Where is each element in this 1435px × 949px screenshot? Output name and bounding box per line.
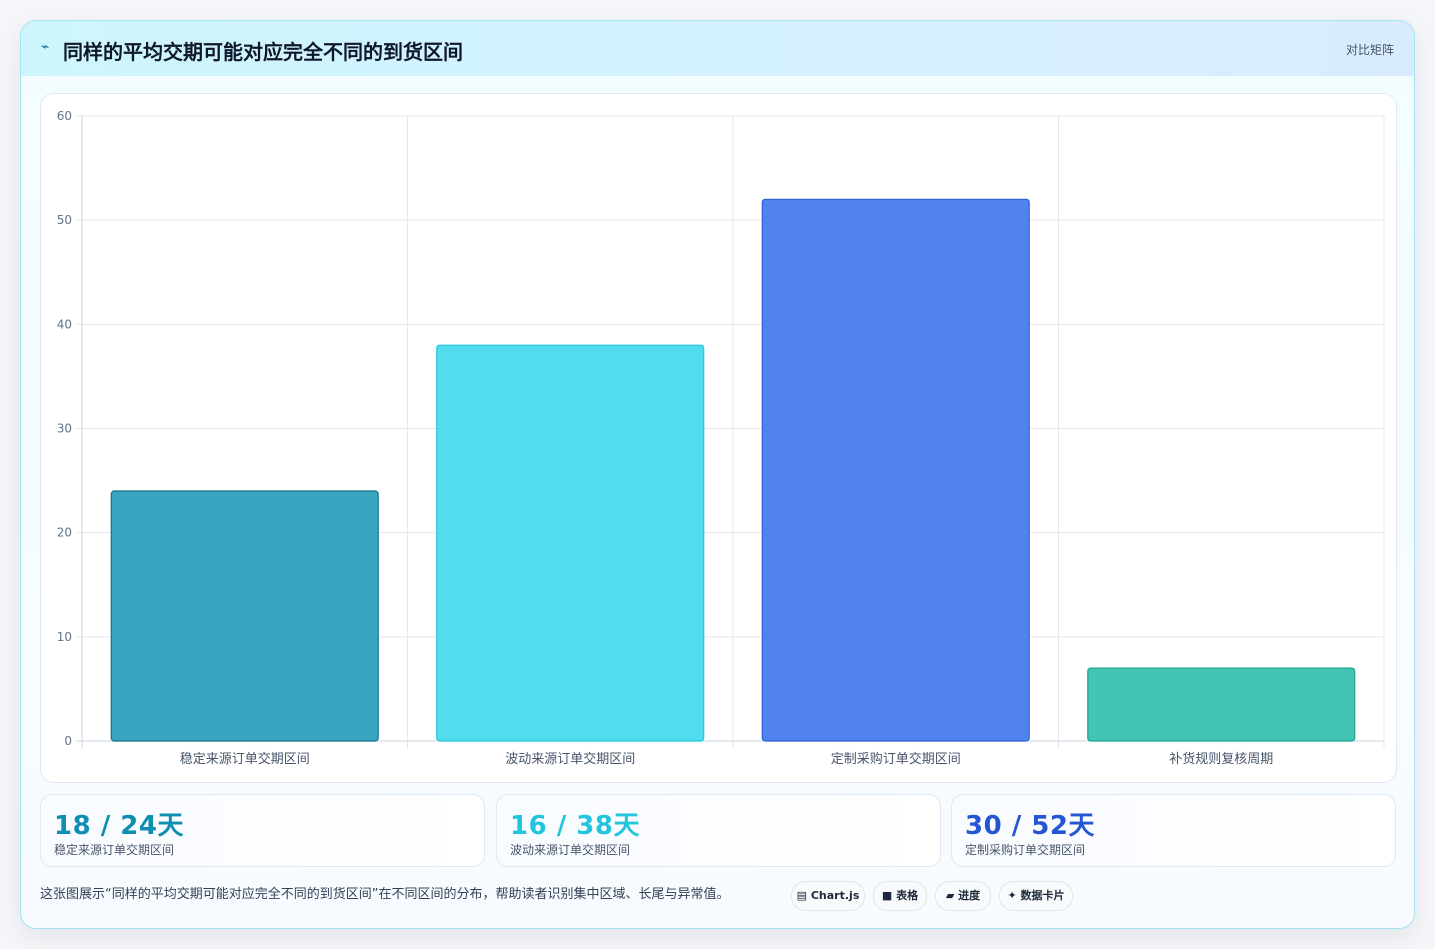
y-tick-label: 40 bbox=[57, 317, 72, 331]
chart-icon: ▤ bbox=[796, 889, 808, 902]
stat-value: 30 / 52天 bbox=[965, 811, 1095, 841]
bar-chart: 0 10 20 30 40 50 60 稳定来源订单交期区间 波动来源订单交期区间 定制采购订单交… bbox=[57, 109, 1385, 767]
stat-value: 18 / 24天 bbox=[54, 811, 184, 841]
bar bbox=[110, 490, 379, 742]
bar bbox=[761, 198, 1030, 742]
y-tick-label: 60 bbox=[57, 109, 72, 123]
stat-card-stable: 18 / 24天 稳定来源订单交期区间 bbox=[40, 794, 485, 867]
tag-label: 进度 bbox=[958, 889, 981, 902]
sparkle-icon: ✦ bbox=[1007, 889, 1017, 902]
chart-panel: 0 10 20 30 40 50 60 稳定来源订单交期区间 波动来源订单交期区间 定制采购订单交… bbox=[40, 93, 1397, 783]
x-tick-label: 定制采购订单交期区间 bbox=[831, 751, 961, 767]
x-tick-label: 稳定来源订单交期区间 bbox=[180, 751, 310, 767]
stat-card-custom: 30 / 52天 定制采购订单交期区间 bbox=[951, 794, 1396, 867]
y-tick-label: 0 bbox=[64, 734, 72, 748]
tag-label: Chart.js bbox=[810, 889, 860, 902]
chart-card: ⌁ 同样的平均交期可能对应完全不同的到货区间 对比矩阵 0 10 20 30 40 50 6… bbox=[20, 20, 1415, 929]
stat-label: 波动来源订单交期区间 bbox=[510, 843, 631, 857]
bar bbox=[436, 344, 705, 742]
tag-label: 表格 bbox=[896, 889, 919, 902]
y-tick-label: 50 bbox=[57, 213, 72, 227]
x-tick-label: 波动来源订单交期区间 bbox=[505, 751, 635, 767]
tag-chartjs[interactable]: ▤ Chart.js bbox=[791, 881, 865, 911]
table-icon: ■ bbox=[881, 889, 893, 902]
y-tick-label: 30 bbox=[57, 422, 72, 436]
tag-data-card[interactable]: ✦ 数据卡片 bbox=[999, 881, 1073, 911]
chart-title: 同样的平均交期可能对应完全不同的到货区间 bbox=[63, 40, 463, 64]
x-tick-label: 补货规则复核周期 bbox=[1169, 751, 1273, 767]
tag-progress[interactable]: ▰ 进度 bbox=[935, 881, 991, 911]
tag-label: 数据卡片 bbox=[1020, 889, 1065, 902]
stat-label: 定制采购订单交期区间 bbox=[965, 843, 1086, 857]
stat-label: 稳定来源订单交期区间 bbox=[54, 843, 175, 857]
card-header: ⌁ 同样的平均交期可能对应完全不同的到货区间 对比矩阵 bbox=[21, 21, 1414, 76]
bar bbox=[1087, 667, 1356, 742]
y-tick-label: 20 bbox=[57, 526, 72, 540]
stat-value: 16 / 38天 bbox=[510, 811, 640, 841]
line-chart-icon: ⌁ bbox=[41, 39, 50, 55]
y-tick-label: 10 bbox=[57, 630, 72, 644]
compare-matrix-label: 对比矩阵 bbox=[1345, 43, 1394, 57]
chart-description: 这张图展示“同样的平均交期可能对应完全不同的到货区间”在不同区间的分布，帮助读者… bbox=[40, 887, 730, 902]
stat-card-volatile: 16 / 38天 波动来源订单交期区间 bbox=[496, 794, 941, 867]
tag-table[interactable]: ■ 表格 bbox=[873, 881, 927, 911]
progress-icon: ▰ bbox=[945, 889, 955, 902]
